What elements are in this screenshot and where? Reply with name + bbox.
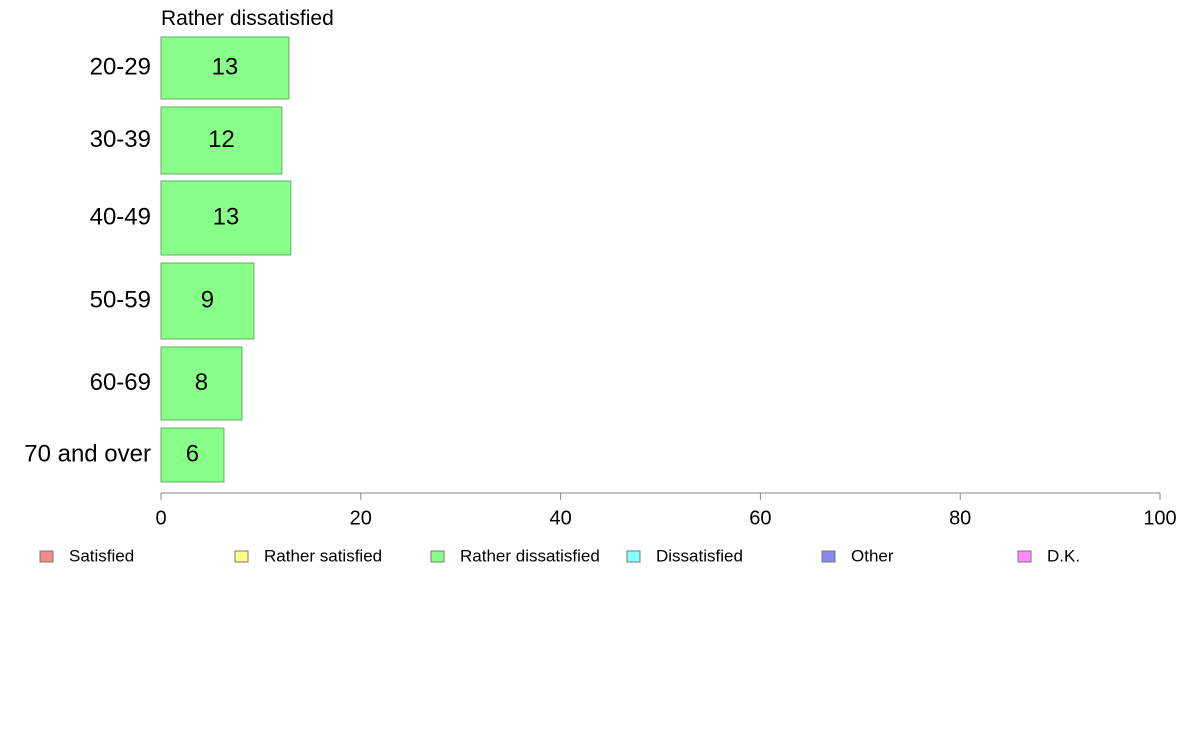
bar-value-label: 8 bbox=[195, 369, 208, 396]
bar-40-49 bbox=[160, 180, 292, 256]
bar-20-29 bbox=[160, 36, 290, 100]
legend-swatch bbox=[430, 550, 445, 563]
legend-label: Rather dissatisfied bbox=[460, 546, 600, 565]
x-tick-label: 80 bbox=[949, 507, 971, 529]
legend-swatch bbox=[821, 550, 836, 563]
panel-title: Rather dissatisfied bbox=[161, 7, 334, 30]
legend-swatch bbox=[39, 550, 54, 563]
legend-swatch bbox=[234, 550, 249, 563]
legend-label: Satisfied bbox=[69, 546, 134, 565]
bar-value-label: 6 bbox=[186, 440, 199, 467]
bar-value-label: 13 bbox=[212, 53, 239, 80]
x-tick-label: 20 bbox=[350, 507, 372, 529]
bars-group: 20-29 13 30-39 12 40-49 13 50-59 9 60-69 8 70 and … bbox=[24, 36, 292, 483]
legend-swatch bbox=[1017, 550, 1032, 563]
legend-swatch bbox=[626, 550, 641, 563]
category-label: 70 and over bbox=[24, 440, 151, 467]
category-label: 40-49 bbox=[90, 203, 151, 230]
category-label: 20-29 bbox=[90, 53, 151, 80]
legend-label: Rather satisfied bbox=[264, 546, 382, 565]
legend-label: D.K. bbox=[1047, 546, 1080, 565]
bar-value-label: 12 bbox=[208, 126, 235, 153]
x-tick-label: 40 bbox=[549, 507, 571, 529]
category-label: 50-59 bbox=[90, 286, 151, 313]
x-axis: 0 20 40 60 80 100 bbox=[155, 492, 1177, 529]
bar-70-and-over bbox=[160, 427, 225, 483]
x-tick-label: 0 bbox=[155, 507, 166, 529]
bar-30-39 bbox=[160, 106, 283, 175]
category-label: 30-39 bbox=[90, 126, 151, 153]
bar-50-59 bbox=[160, 262, 255, 340]
bar-60-69 bbox=[160, 346, 243, 421]
x-tick-label: 60 bbox=[749, 507, 771, 529]
bar-value-label: 13 bbox=[213, 203, 240, 230]
x-tick-label: 100 bbox=[1143, 507, 1176, 529]
bar-value-label: 9 bbox=[201, 286, 214, 313]
legend-label: Other bbox=[851, 546, 894, 565]
category-label: 60-69 bbox=[90, 369, 151, 396]
legend: Satisfied Rather satisfied Rather dissatis… bbox=[39, 546, 1080, 565]
legend-label: Dissatisfied bbox=[656, 546, 743, 565]
